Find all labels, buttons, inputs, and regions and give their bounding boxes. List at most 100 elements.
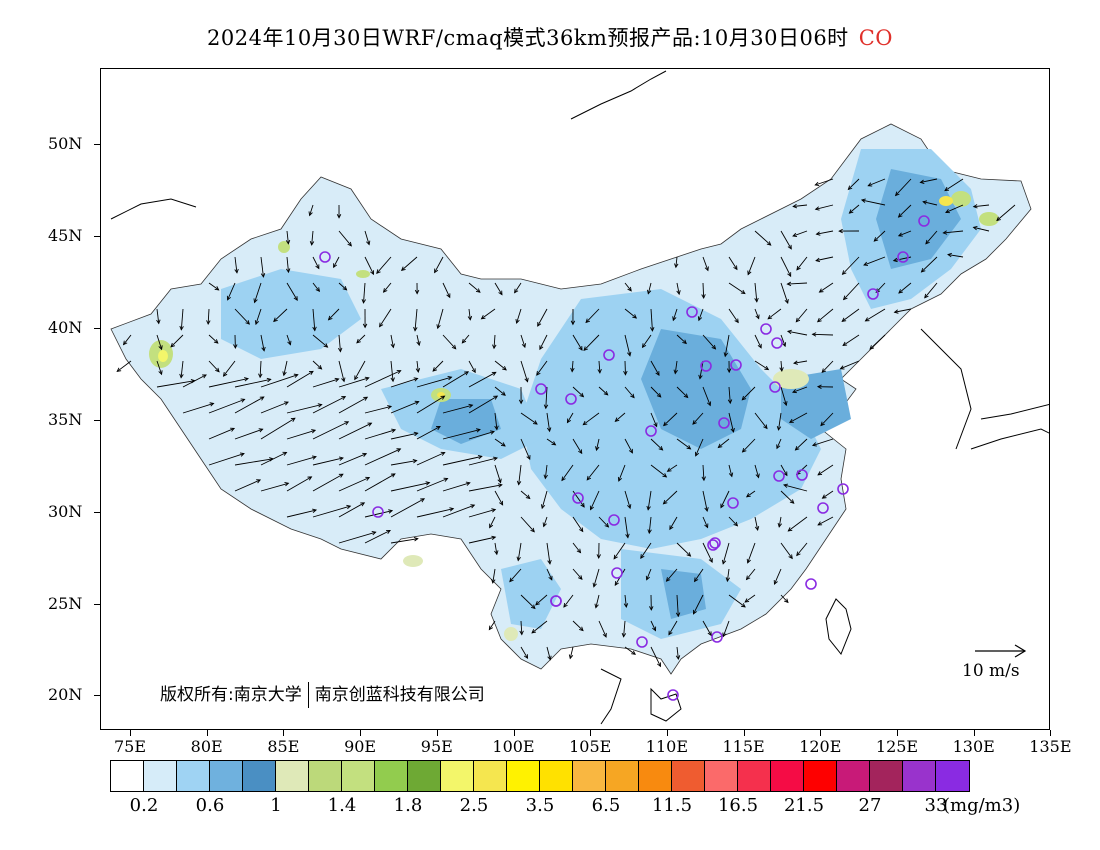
wind-vector-head	[723, 352, 728, 358]
wind-vector	[849, 204, 860, 214]
legend-label: 1	[270, 795, 282, 816]
wind-vector	[518, 464, 522, 485]
legend-swatch	[342, 761, 375, 791]
wind-vector	[390, 360, 394, 382]
wind-vector	[309, 204, 314, 216]
wind-vector-head	[156, 319, 161, 325]
wind-vector-head	[704, 266, 709, 272]
wind-vector	[780, 334, 786, 347]
wind-vector-head	[362, 323, 368, 329]
wind-vector-head	[285, 239, 291, 245]
wind-vector-head	[362, 452, 368, 457]
wind-vector-head	[817, 471, 823, 476]
color-legend	[110, 760, 970, 792]
legend-swatch	[309, 761, 342, 791]
wind-vector	[821, 360, 834, 373]
wind-vector	[728, 594, 746, 608]
wind-vector-head	[589, 505, 594, 511]
co-concentration-map	[110, 70, 1049, 725]
wind-vector	[598, 620, 607, 638]
wind-vector	[520, 646, 528, 659]
wind-vector	[390, 538, 418, 544]
wind-vector-head	[579, 392, 585, 398]
station-marker	[645, 425, 657, 437]
wind-vector-head	[158, 370, 163, 376]
wind-vector-head	[897, 232, 903, 237]
wind-vector	[333, 256, 340, 268]
wind-vector-head	[493, 456, 499, 461]
wind-vector-head	[261, 346, 266, 352]
wind-vector	[416, 360, 419, 373]
legend-swatch	[276, 761, 309, 791]
wind-vector	[434, 256, 444, 273]
wind-vector	[223, 360, 236, 377]
wind-vector	[572, 620, 584, 631]
wind-vector	[537, 308, 548, 327]
wind-vector-head	[686, 445, 692, 450]
lon-tick	[897, 730, 898, 736]
legend-label: 0.2	[129, 795, 159, 816]
wind-vector-head	[942, 230, 948, 235]
wind-vector	[468, 282, 481, 293]
wind-vector	[255, 308, 262, 325]
wind-vector	[973, 226, 990, 232]
wind-vector	[624, 308, 637, 319]
wind-vector-head	[244, 377, 249, 382]
wind-vector	[583, 334, 600, 351]
wind-vector	[414, 308, 418, 331]
wind-vector	[494, 386, 506, 396]
wind-vector	[546, 646, 551, 660]
wind-vector-head	[366, 240, 371, 246]
wind-vector-head	[566, 418, 572, 424]
wind-vector-head	[396, 369, 402, 375]
wind-vector	[234, 479, 261, 492]
wind-vector	[572, 334, 583, 351]
wind-vector-head	[814, 181, 820, 187]
wind-vector-head	[518, 399, 524, 405]
station-marker	[686, 306, 698, 318]
wind-vector-head	[361, 299, 366, 304]
wind-vector	[254, 282, 262, 303]
wind-vector	[338, 230, 352, 247]
legend-swatch	[507, 761, 540, 791]
wind-vector	[667, 464, 678, 472]
wind-vector-head	[116, 367, 122, 373]
lon-label: 75E	[113, 737, 147, 756]
wind-vector	[788, 516, 808, 532]
wind-vector-head	[693, 577, 699, 583]
wind-vector	[728, 256, 738, 270]
wind-vector-head	[793, 360, 798, 365]
wind-vector	[123, 334, 132, 345]
map-title: 2024年10月30日WRF/cmaq模式36km预报产品:10月30日06时 C…	[0, 22, 1100, 52]
legend-swatch	[705, 761, 738, 791]
wind-vector-head	[657, 662, 661, 668]
wind-vector	[364, 405, 392, 414]
lat-tick	[94, 236, 100, 237]
wind-vector-head	[655, 371, 660, 377]
reference-vector-arrow	[975, 644, 1027, 658]
wind-vector-head	[665, 577, 671, 582]
wind-vector-head	[543, 404, 549, 410]
wind-vector-head	[791, 388, 797, 394]
wind-vector	[286, 429, 316, 440]
wind-vector-head	[792, 203, 798, 209]
wind-vector	[898, 204, 912, 218]
station-marker	[608, 514, 620, 526]
wind-vector	[416, 426, 441, 440]
wind-vector-head	[475, 288, 481, 293]
wind-vector	[182, 402, 214, 414]
wind-vector	[754, 360, 769, 370]
wind-vector-head	[578, 575, 583, 580]
wind-vector	[401, 256, 418, 271]
wind-vector	[618, 464, 626, 482]
wind-vector-head	[701, 476, 706, 482]
wind-vector-head	[230, 427, 236, 432]
wind-vector-head	[792, 232, 798, 238]
station-marker	[867, 288, 879, 300]
wind-vector-head	[390, 377, 395, 383]
wind-vector-head	[209, 402, 215, 407]
wind-vector-head	[284, 401, 289, 406]
wind-vector-head	[342, 285, 348, 291]
wind-vector	[494, 360, 507, 371]
wind-vector	[563, 594, 574, 608]
